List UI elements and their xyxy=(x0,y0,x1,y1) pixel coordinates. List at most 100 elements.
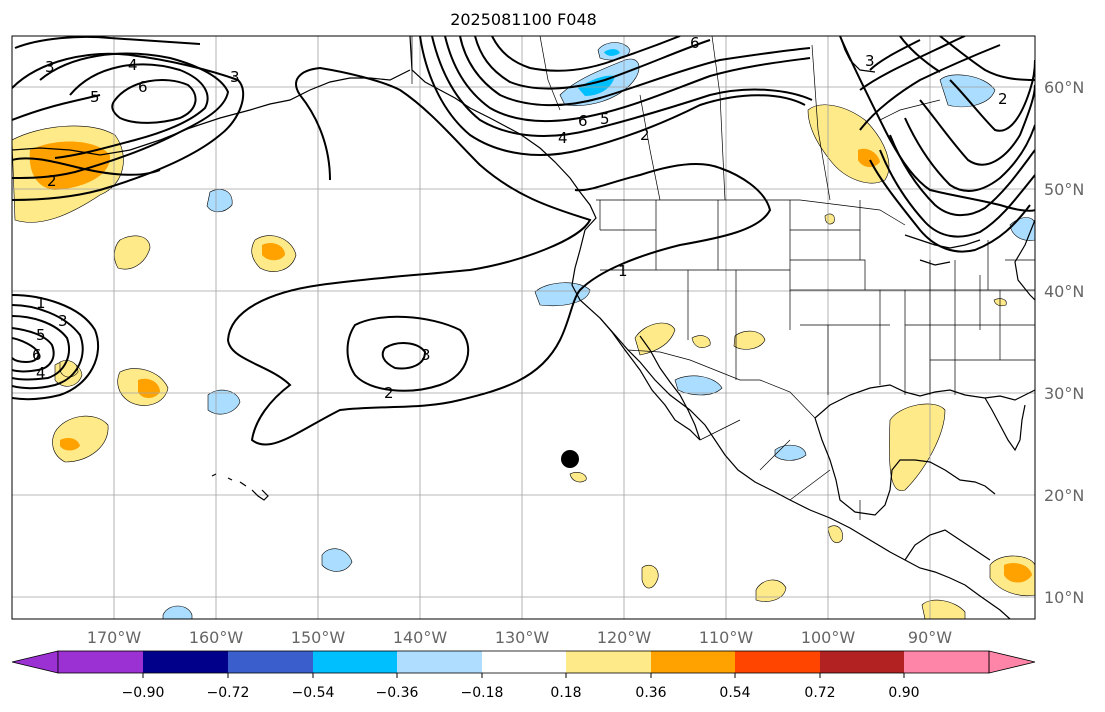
contour-label: 2 xyxy=(47,172,57,190)
colorbar: −0.90 −0.72 −0.54 −0.36 −0.18 0.18 0.36 … xyxy=(11,650,1036,701)
colorbar-tick-label: 0.18 xyxy=(550,685,581,701)
contour-line xyxy=(431,36,813,137)
anomaly-patch-core xyxy=(858,148,880,168)
contour-labels: 3 4 5 6 3 2 6 3 2 6 5 4 2 1 2 3 1 3 5 6 … xyxy=(32,34,1008,402)
contour-line xyxy=(859,44,1001,131)
lat-label: 40°N xyxy=(1044,282,1084,301)
hawaii xyxy=(211,473,269,501)
anomaly-patch xyxy=(52,415,109,463)
colorbar-segment xyxy=(397,651,482,673)
contour-label: 2 xyxy=(640,126,650,144)
lat-label: 50°N xyxy=(1044,180,1084,199)
lon-label: 100°W xyxy=(801,628,856,647)
colorbar-min-extension xyxy=(11,650,59,674)
colorbar-segment xyxy=(651,651,735,673)
anomaly-patch-core xyxy=(262,243,285,261)
lon-label: 160°W xyxy=(189,628,244,647)
contour-line xyxy=(869,39,921,71)
anomaly-patch-core xyxy=(1004,563,1032,583)
us-gulf-coast xyxy=(814,384,1035,419)
anomaly-patch xyxy=(755,579,787,602)
contour-line xyxy=(12,294,100,401)
colorbar-tick-label: 0.90 xyxy=(888,685,919,701)
contour-label: 2 xyxy=(998,90,1008,108)
contour-line xyxy=(12,315,70,381)
alaska-coast xyxy=(12,69,411,156)
contour-line xyxy=(459,36,811,107)
contour-line xyxy=(12,52,230,179)
baja-california xyxy=(599,317,701,441)
contour-label: 4 xyxy=(128,56,138,74)
contour-line xyxy=(14,36,201,49)
colorbar-segment xyxy=(143,651,228,673)
contour-line xyxy=(939,36,1035,81)
contour-label: 3 xyxy=(421,346,431,364)
lat-label: 30°N xyxy=(1044,384,1084,403)
anomaly-patch xyxy=(827,525,843,543)
contour-label: 5 xyxy=(600,110,610,128)
contour-label: 3 xyxy=(865,52,875,70)
anomaly-patch xyxy=(534,282,591,307)
contour-label: 5 xyxy=(36,326,46,344)
colorbar-max-extension xyxy=(988,650,1036,674)
contour-label: 4 xyxy=(558,129,568,147)
lon-label: 150°W xyxy=(291,628,346,647)
anomaly-patch xyxy=(206,189,233,213)
colorbar-segment xyxy=(904,651,989,673)
colorbar-segment xyxy=(566,651,651,673)
contour-label: 3 xyxy=(58,312,68,330)
contour-line xyxy=(869,159,1031,253)
colorbar-tick-label: 0.36 xyxy=(635,685,666,701)
colorbar-ticks xyxy=(142,673,905,678)
central-america xyxy=(904,529,991,561)
lon-label: 170°W xyxy=(87,628,142,647)
colorbar-tick-label: −0.36 xyxy=(376,685,419,701)
colorbar-tick-label: −0.72 xyxy=(207,685,250,701)
contour-line xyxy=(12,304,84,390)
contour-label: 6 xyxy=(138,78,148,96)
florida xyxy=(984,397,1026,452)
us-canada-border xyxy=(596,199,906,226)
colorbar-tick-label: −0.18 xyxy=(461,685,504,701)
lat-label: 10°N xyxy=(1044,588,1084,607)
political-borders xyxy=(411,36,1035,520)
contour-line xyxy=(919,84,1035,166)
lat-lon-grid xyxy=(12,36,1035,619)
contour-line xyxy=(12,327,55,373)
east-coast xyxy=(1014,219,1035,301)
contour-label: 5 xyxy=(90,88,100,106)
colorbar-tick-label: 0.72 xyxy=(804,685,835,701)
anomaly-patch xyxy=(774,444,807,461)
lat-label: 60°N xyxy=(1044,78,1084,97)
contour-label: 6 xyxy=(690,34,700,52)
anomaly-patch xyxy=(162,605,193,619)
contour-line xyxy=(12,94,101,121)
contour-line xyxy=(949,59,1035,132)
lon-label: 90°W xyxy=(908,628,952,647)
anomaly-patch xyxy=(691,335,711,348)
canada-provinces xyxy=(411,36,941,201)
colorbar-segment xyxy=(820,651,904,673)
contour-line xyxy=(904,117,1035,192)
colorbar-tick-label: −0.54 xyxy=(292,685,335,701)
contour-label: 1 xyxy=(36,294,46,312)
longitude-labels: 170°W 160°W 150°W 140°W 130°W 120°W 110°… xyxy=(87,628,952,647)
us-mexico-border xyxy=(627,349,816,419)
contour-line xyxy=(12,157,161,176)
contour-line xyxy=(444,36,811,123)
colorbar-tick-label: −0.90 xyxy=(122,685,165,701)
map-area: 3 4 5 6 3 2 6 3 2 6 5 4 2 1 2 3 1 3 5 6 … xyxy=(12,34,1035,619)
us-states xyxy=(599,200,1035,395)
contour-line xyxy=(859,36,966,91)
contour-line xyxy=(474,36,711,90)
mexico-gulf-coast xyxy=(814,417,996,516)
contour-line xyxy=(889,134,1035,217)
anomaly-patch xyxy=(321,548,353,572)
map-frame xyxy=(11,35,1036,620)
anomaly-patch-core xyxy=(60,438,80,451)
point-marker xyxy=(561,450,579,468)
contour-line xyxy=(111,79,197,124)
contour-line xyxy=(419,36,806,156)
contour-label: 4 xyxy=(36,364,46,382)
